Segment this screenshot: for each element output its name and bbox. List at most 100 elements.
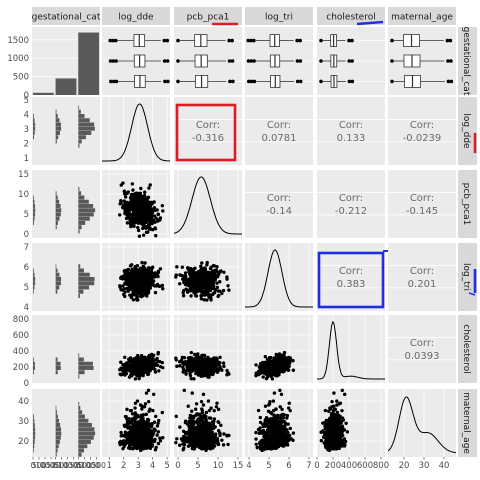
boxplot-outlier-log_dde xyxy=(165,39,169,43)
scatter-point-log_tri-pcb_pca1 xyxy=(175,265,178,268)
scatter-point-maternal_age-log_dde xyxy=(121,442,124,445)
scatter-point-maternal_age-pcb_pca1 xyxy=(188,416,191,419)
scatter-point-pcb_pca1-log_dde xyxy=(125,201,128,204)
scatter-point-log_tri-log_dde xyxy=(131,288,134,291)
scatter-point-pcb_pca1-log_dde xyxy=(145,202,148,205)
scatter-point-pcb_pca1-log_dde xyxy=(132,225,135,228)
hist-bar-maternal_age xyxy=(78,419,88,423)
scatter-point-maternal_age-pcb_pca1 xyxy=(192,439,195,442)
scatter-point-maternal_age-log_tri xyxy=(292,431,295,434)
scatter-point-cholesterol-log_tri xyxy=(268,356,271,359)
scatter-point-cholesterol-pcb_pca1 xyxy=(191,362,194,365)
scatter-point-cholesterol-log_dde xyxy=(141,374,144,377)
row-strip-label-maternal_age: maternal_age xyxy=(461,392,471,454)
scatter-point-maternal_age-pcb_pca1 xyxy=(210,426,213,429)
scatter-point-maternal_age-pcb_pca1 xyxy=(222,443,225,446)
corr-value-log_dde-maternal_age: -0.0239 xyxy=(403,133,442,144)
scatter-point-pcb_pca1-log_dde xyxy=(130,205,133,208)
y-tick-log_tri-6: 6 xyxy=(24,263,29,273)
hist-bar-pcb_pca1 xyxy=(33,208,35,212)
hist-bar-log_tri xyxy=(56,277,61,281)
hist-bar-pcb_pca1 xyxy=(33,200,34,204)
scatter-point-cholesterol-log_dde xyxy=(147,359,150,362)
scatter-point-maternal_age-pcb_pca1 xyxy=(198,414,201,417)
scatter-point-log_tri-log_dde xyxy=(149,277,152,280)
corr-label-log_tri-maternal_age: Corr: xyxy=(410,266,434,277)
y-tick-maternal_age-40: 40 xyxy=(18,397,29,407)
scatter-point-log_tri-log_dde xyxy=(145,280,148,283)
scatter-point-maternal_age-pcb_pca1 xyxy=(222,432,225,435)
hist-bar-log_dde xyxy=(33,114,34,118)
scatter-point-maternal_age-pcb_pca1 xyxy=(217,421,220,424)
panel-corr-log_dde-log_tri xyxy=(245,97,313,165)
boxplot-outlier-pcb_pca1 xyxy=(176,59,180,63)
row-strip-label-cholesterol: cholesterol xyxy=(461,324,471,373)
scatter-point-pcb_pca1-log_dde xyxy=(157,213,160,216)
hist-bar-pcb_pca1 xyxy=(78,200,88,204)
scatter-point-cholesterol-log_tri xyxy=(285,359,288,362)
scatter-point-maternal_age-log_dde xyxy=(140,405,143,408)
hist-bar-log_tri xyxy=(33,290,34,294)
scatter-point-cholesterol-log_tri xyxy=(265,377,268,380)
scatter-point-cholesterol-pcb_pca1 xyxy=(175,358,178,361)
hist-bar-log_tri xyxy=(78,281,94,285)
scatter-point-log_tri-pcb_pca1 xyxy=(203,283,206,286)
scatter-point-log_tri-log_dde xyxy=(124,269,127,272)
scatter-point-maternal_age-pcb_pca1 xyxy=(203,436,206,439)
scatter-point-maternal_age-pcb_pca1 xyxy=(225,434,228,437)
scatter-point-maternal_age-pcb_pca1 xyxy=(181,448,184,451)
scatter-point-pcb_pca1-log_dde xyxy=(136,199,139,202)
scatter-point-pcb_pca1-log_dde xyxy=(147,186,150,189)
hist-bar-log_tri xyxy=(33,269,34,273)
scatter-point-log_tri-pcb_pca1 xyxy=(200,261,203,264)
row-strip-label-gestational_cat: gestational_cat xyxy=(461,27,471,96)
scatter-point-pcb_pca1-log_dde xyxy=(142,233,145,236)
scatter-point-maternal_age-pcb_pca1 xyxy=(184,421,187,424)
scatter-point-maternal_age-pcb_pca1 xyxy=(209,406,212,409)
hist-bar-log_tri xyxy=(56,273,60,277)
scatter-point-log_tri-log_dde xyxy=(128,293,131,296)
scatter-point-maternal_age-pcb_pca1 xyxy=(192,415,195,418)
scatter-point-maternal_age-log_dde xyxy=(147,418,150,421)
scatter-point-cholesterol-log_tri xyxy=(261,375,264,378)
scatter-point-maternal_age-log_dde xyxy=(157,419,160,422)
scatter-point-maternal_age-pcb_pca1 xyxy=(207,399,210,402)
scatter-point-log_tri-pcb_pca1 xyxy=(222,289,225,292)
scatter-point-maternal_age-log_tri xyxy=(280,408,283,411)
hist-bar-maternal_age xyxy=(78,453,81,457)
scatter-point-pcb_pca1-log_dde xyxy=(142,197,145,200)
scatter-point-maternal_age-log_dde xyxy=(124,415,127,418)
hist-bar-log_dde xyxy=(78,140,81,144)
hist-bar-log_dde xyxy=(78,127,95,131)
scatter-point-maternal_age-log_tri xyxy=(257,409,260,412)
scatter-point-maternal_age-log_dde xyxy=(144,441,147,444)
boxplot-outlier-log_tri xyxy=(298,39,302,43)
hist-bar-cholesterol xyxy=(33,366,35,370)
hist-bar-log_dde xyxy=(33,131,35,135)
hist-bar-log_tri xyxy=(56,264,57,268)
scatter-point-maternal_age-log_dde xyxy=(139,449,142,452)
y-tick-log_tri-5: 5 xyxy=(24,283,29,293)
y-tick-gestational-cat-1000: 1000 xyxy=(7,54,29,64)
column-strip-label-pcb_pca1: pcb_pca1 xyxy=(187,13,230,23)
corr-label-log_dde-log_tri: Corr: xyxy=(267,120,291,131)
y-tick-pcb_pca1-0: 0 xyxy=(24,230,29,240)
scatter-point-maternal_age-pcb_pca1 xyxy=(183,389,186,392)
hist-bar-log_dde xyxy=(78,131,91,135)
scatter-point-maternal_age-pcb_pca1 xyxy=(190,410,193,413)
boxplot-outlier-log_dde xyxy=(166,59,170,63)
scatter-point-cholesterol-pcb_pca1 xyxy=(184,363,187,366)
scatter-point-log_tri-log_dde xyxy=(144,283,147,286)
hist-bar-log_dde xyxy=(56,118,60,122)
hist-bar-maternal_age xyxy=(33,419,34,423)
boxplot-outlier-pcb_pca1 xyxy=(231,59,235,63)
scatter-point-pcb_pca1-log_dde xyxy=(133,205,136,208)
boxplot-outlier-log_dde xyxy=(109,80,113,84)
scatter-point-log_tri-log_dde xyxy=(132,298,135,301)
hist-bar-log_dde xyxy=(78,106,79,110)
scatter-point-maternal_age-pcb_pca1 xyxy=(199,434,202,437)
scatter-point-cholesterol-pcb_pca1 xyxy=(218,356,221,359)
hist-bar-maternal_age xyxy=(56,432,62,436)
scatter-point-maternal_age-log_dde xyxy=(135,440,138,443)
hist-bar-log_tri xyxy=(33,281,35,285)
